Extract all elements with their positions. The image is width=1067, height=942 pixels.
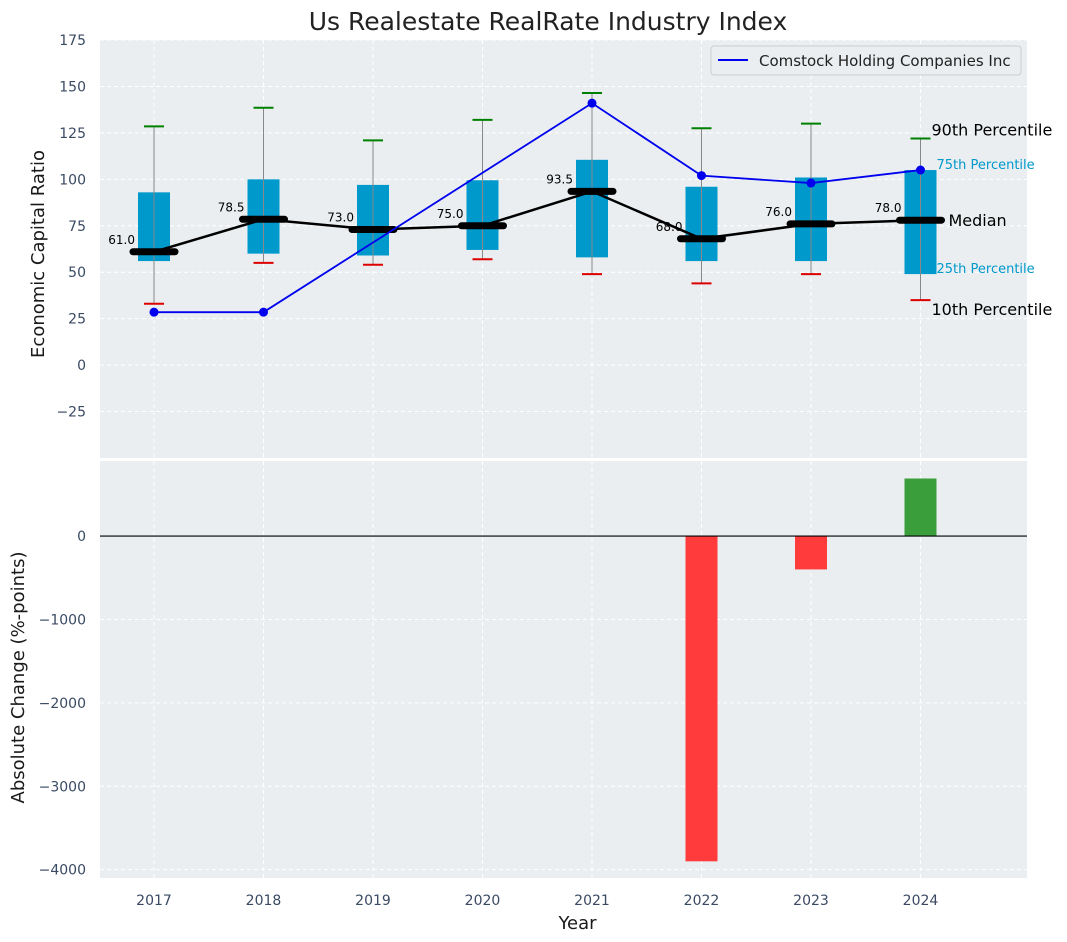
change-bar-2022 <box>685 536 718 862</box>
x-tick: 2019 <box>355 893 391 909</box>
company-point <box>149 307 159 317</box>
x-tick: 2022 <box>684 893 720 909</box>
p75-label: 75th Percentile <box>937 158 1035 173</box>
median-trend-layer <box>153 190 921 253</box>
percentile-labels: 90th Percentile 75th Percentile Median 25th… <box>932 120 1053 319</box>
x-tick: 2020 <box>465 893 501 909</box>
bottom-y-axis-label: Absolute Change (%-points) <box>8 552 29 804</box>
company-series-layer <box>149 98 925 317</box>
median-value-label: 75.0 <box>437 207 464 221</box>
x-tick: 2023 <box>793 893 829 909</box>
legend-frame <box>710 45 1022 76</box>
chart-title: Us Realestate RealRate Industry Index <box>309 7 788 36</box>
top-y-tick-labels: −25 0 25 50 75 100 125 150 175 <box>56 33 86 421</box>
change-bar-2024 <box>904 478 937 537</box>
company-point <box>697 171 706 181</box>
x-tick: 2021 <box>574 893 610 909</box>
bottom-y-tick: −1000 <box>39 612 86 628</box>
x-axis-label: Year <box>557 913 597 934</box>
bottom-y-tick: −4000 <box>39 863 86 879</box>
company-point <box>259 307 268 317</box>
x-tick-labels: 2017 2018 2019 2020 2021 2022 2023 2024 <box>136 893 938 909</box>
company-point <box>587 98 597 108</box>
median-value-label: 76.0 <box>765 205 792 219</box>
top-y-tick: 75 <box>68 219 86 235</box>
median-value-label: 61.0 <box>108 233 135 247</box>
x-tick: 2018 <box>246 893 282 909</box>
top-y-axis-label: Economic Capital Ratio <box>28 150 49 358</box>
top-y-tick: −25 <box>56 405 86 421</box>
top-y-tick: 150 <box>59 79 86 95</box>
company-series-line <box>154 102 921 314</box>
median-value-label: 78.0 <box>875 201 902 215</box>
boxplot-2018: 78.5 <box>218 106 288 264</box>
legend-label: Comstock Holding Companies Inc <box>759 52 1011 70</box>
median-label: Median <box>949 211 1007 230</box>
median-value-label: 68.0 <box>656 220 683 234</box>
top-y-tick: 25 <box>68 312 86 328</box>
median-value-label: 93.5 <box>546 172 573 186</box>
top-y-tick: 50 <box>68 265 86 281</box>
bottom-y-tick: −3000 <box>39 779 86 795</box>
boxplot-2017: 61.0 <box>108 125 179 305</box>
top-y-tick: 125 <box>59 126 86 142</box>
x-tick: 2017 <box>136 893 172 909</box>
top-y-tick: 100 <box>59 172 86 188</box>
bottom-y-tick: −2000 <box>39 696 86 712</box>
bottom-y-tick-labels: −4000 −3000 −2000 −1000 0 <box>39 529 86 879</box>
change-bars-layer <box>100 478 1027 862</box>
bottom-y-tick: 0 <box>77 529 86 545</box>
p10-label: 10th Percentile <box>932 300 1053 319</box>
median-value-label: 78.5 <box>218 200 245 214</box>
boxplot-2021: 93.5 <box>546 91 617 276</box>
change-bar-2023 <box>795 536 827 570</box>
company-point <box>916 165 925 175</box>
median-trend-line <box>153 190 921 253</box>
company-point <box>806 178 816 188</box>
median-value-label: 73.0 <box>327 210 354 224</box>
top-plot-background <box>100 40 1027 458</box>
top-y-tick: 175 <box>59 33 86 49</box>
x-tick: 2024 <box>903 893 939 909</box>
p25-label: 25th Percentile <box>937 262 1035 277</box>
legend: Comstock Holding Companies Inc <box>710 45 1022 76</box>
bottom-plot-background <box>100 461 1027 878</box>
p90-label: 90th Percentile <box>932 120 1053 139</box>
top-y-tick: 0 <box>77 358 86 374</box>
